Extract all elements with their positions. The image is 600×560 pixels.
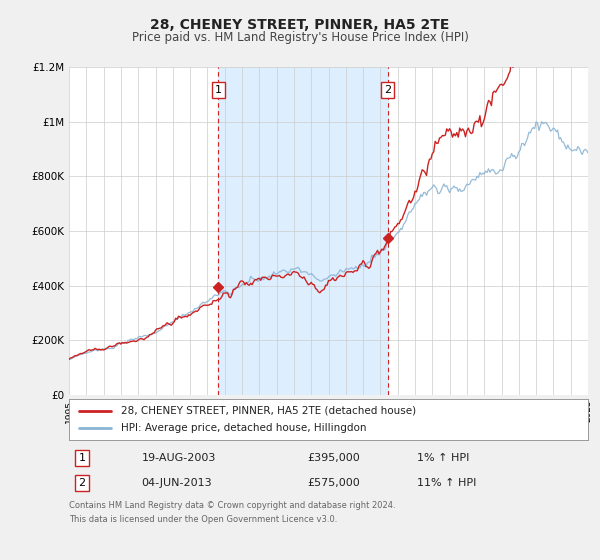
Text: 19-AUG-2003: 19-AUG-2003 [142,453,216,463]
Text: Price paid vs. HM Land Registry's House Price Index (HPI): Price paid vs. HM Land Registry's House … [131,31,469,44]
Text: £395,000: £395,000 [308,453,361,463]
Bar [218,67,388,395]
Text: 1: 1 [215,85,222,95]
Text: HPI: Average price, detached house, Hillingdon: HPI: Average price, detached house, Hill… [121,423,367,433]
Text: 28, CHENEY STREET, PINNER, HA5 2TE: 28, CHENEY STREET, PINNER, HA5 2TE [151,18,449,32]
Text: Contains HM Land Registry data © Crown copyright and database right 2024.: Contains HM Land Registry data © Crown c… [69,501,395,510]
Text: 1% ↑ HPI: 1% ↑ HPI [417,453,469,463]
Text: 2: 2 [384,85,391,95]
Text: 2: 2 [79,478,86,488]
Text: This data is licensed under the Open Government Licence v3.0.: This data is licensed under the Open Gov… [69,515,337,524]
Text: 1: 1 [79,453,85,463]
Text: £575,000: £575,000 [308,478,361,488]
Text: 04-JUN-2013: 04-JUN-2013 [142,478,212,488]
Text: 28, CHENEY STREET, PINNER, HA5 2TE (detached house): 28, CHENEY STREET, PINNER, HA5 2TE (deta… [121,405,416,416]
Text: 11% ↑ HPI: 11% ↑ HPI [417,478,476,488]
